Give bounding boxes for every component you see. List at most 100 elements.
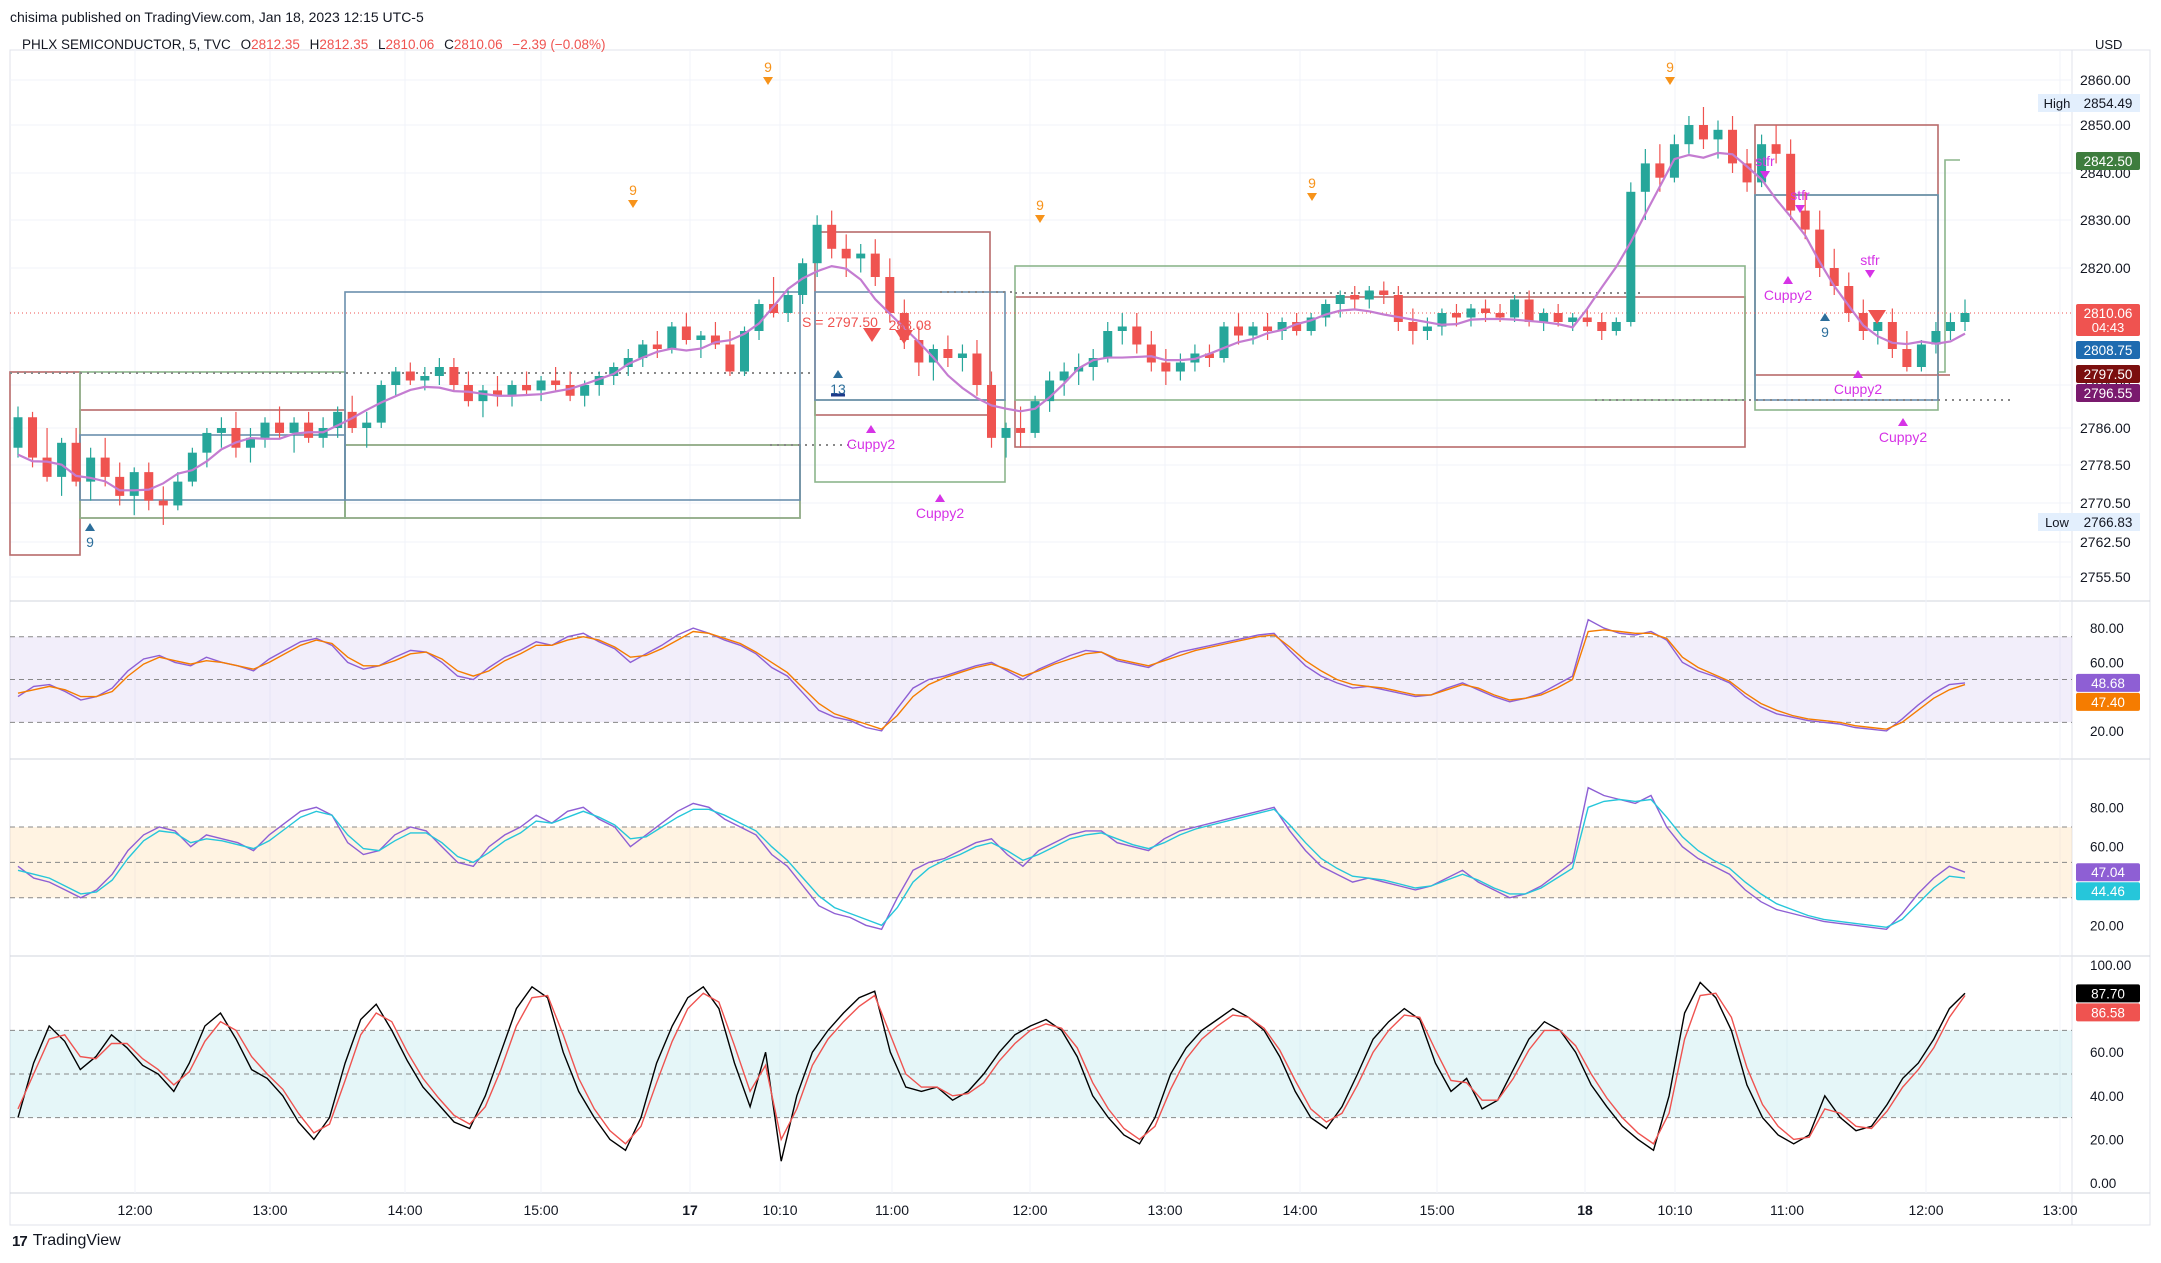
candle-body [623, 358, 633, 367]
oscillator-value-badge-text: 47.40 [2091, 695, 2125, 710]
high-low-value-bg [2076, 94, 2140, 112]
candle-body [1234, 326, 1244, 336]
range-box [344, 444, 801, 519]
oscillator-axis-tick: 80.00 [2090, 621, 2124, 636]
signal-label: Cuppy2 [847, 436, 895, 452]
candle-body [13, 417, 23, 448]
candle-body [1408, 322, 1418, 331]
time-tick-label: 18 [1577, 1202, 1593, 1218]
candle-body [158, 500, 168, 506]
candle-body [972, 353, 982, 385]
candle-body [1350, 295, 1360, 300]
low-value: 2810.06 [385, 37, 435, 52]
range-box [814, 291, 1006, 401]
high-low-tag [2038, 94, 2076, 112]
tradingview-brand[interactable]: 17 TradingView [12, 1232, 121, 1250]
oscillator-line [17, 992, 1966, 1145]
oscillator-axis-tick: 60.00 [2090, 1045, 2124, 1060]
candle-body [1277, 322, 1287, 331]
oscillator-axis-tick: 80.00 [2090, 800, 2124, 815]
candle-body [1844, 286, 1854, 313]
price-axis-badge-value: 2808.75 [2084, 343, 2133, 358]
signal-arrow-down [1795, 205, 1805, 213]
signal-arrow-up [935, 494, 945, 502]
candle-body [725, 344, 735, 372]
oscillator-axis-tick: 20.00 [2090, 918, 2124, 933]
candle-body [1597, 322, 1607, 331]
candle-body [1175, 362, 1185, 372]
price-axis-tick: 2786.00 [2080, 420, 2131, 436]
signal-label: Cuppy2 [1764, 287, 1812, 303]
candle-body [492, 390, 502, 396]
candle-body [565, 385, 575, 396]
trend-curve [17, 151, 1966, 492]
oscillator-line [17, 981, 1966, 1162]
range-box [1754, 194, 1939, 401]
candle-body [1451, 313, 1461, 318]
time-tick-label: 10:10 [762, 1202, 797, 1218]
signal-arrow-down [1760, 171, 1770, 179]
candle-body [667, 326, 677, 349]
high-low-tag-label: Low [2045, 515, 2069, 530]
oscillator-value-badge [2076, 863, 2140, 882]
signal-arrow-down [1307, 193, 1317, 201]
candle-body [449, 367, 459, 385]
candle-body [1248, 326, 1258, 336]
oscillator-axis-tick: 20.00 [2090, 1132, 2124, 1147]
oscillator-axis-tick: 20.00 [2090, 724, 2124, 739]
candle-body [1728, 129, 1738, 164]
candle-body [1088, 358, 1098, 367]
range-box [344, 291, 801, 501]
oscillator-line [17, 798, 1966, 929]
oscillator-axis-tick: 0.00 [2090, 1176, 2116, 1191]
time-tick-label: 12:00 [1012, 1202, 1047, 1218]
candle-body [1626, 191, 1636, 322]
candle-body [202, 432, 212, 453]
oscillator-value-badge-text: 47.04 [2091, 865, 2125, 880]
candle-body [1945, 322, 1955, 331]
candle-body [754, 304, 764, 331]
price-axis-tick: 2762.50 [2080, 534, 2131, 550]
candle-body [100, 457, 110, 477]
high-low-tag-label: High [2044, 96, 2071, 111]
candle-body [1931, 331, 1941, 345]
candle-body [304, 422, 314, 438]
publish-info: chisima published on TradingView.com, Ja… [10, 9, 424, 25]
range-box [344, 444, 801, 519]
candle-body [1873, 322, 1883, 331]
candle-body [1045, 380, 1055, 402]
signal-arrow-down [1865, 270, 1875, 278]
oscillator-value-badge-text: 44.46 [2091, 884, 2125, 899]
signal-label: 9 [1036, 197, 1044, 213]
signal-arrow-down [763, 77, 773, 85]
signal-label: 9 [764, 59, 772, 75]
close-label: C [444, 37, 454, 52]
price-axis-tick: 2850.00 [2080, 117, 2131, 133]
candle-body [638, 344, 648, 358]
time-tick-label: 17 [682, 1202, 698, 1218]
oscillator-line [17, 629, 1966, 730]
time-tick-label: 14:00 [1282, 1202, 1317, 1218]
oscillator-value-badge-text: 86.58 [2091, 1005, 2125, 1020]
signal-label: stfr [1790, 187, 1810, 203]
candle-body [245, 437, 255, 448]
candle-body [1059, 371, 1069, 381]
signal-label: 9 [1666, 59, 1674, 75]
candle-body [1916, 344, 1926, 367]
candle-body [1437, 313, 1447, 327]
low-label: L [377, 37, 386, 52]
price-axis-badge [2076, 384, 2140, 402]
candle-body [42, 457, 52, 477]
price-axis-tick: 2830.00 [2080, 212, 2131, 228]
candle-body [1655, 163, 1665, 178]
candle-body [463, 385, 473, 402]
time-tick-label: 11:00 [1770, 1202, 1804, 1218]
candle-body [870, 253, 880, 277]
candle-body [1786, 153, 1796, 211]
candle-body [943, 349, 953, 358]
candle-body [173, 481, 183, 506]
time-tick-label: 15:00 [1419, 1202, 1454, 1218]
high-low-value: 2766.83 [2084, 515, 2133, 530]
candle-body [1495, 313, 1505, 318]
high-label: H [309, 37, 320, 52]
